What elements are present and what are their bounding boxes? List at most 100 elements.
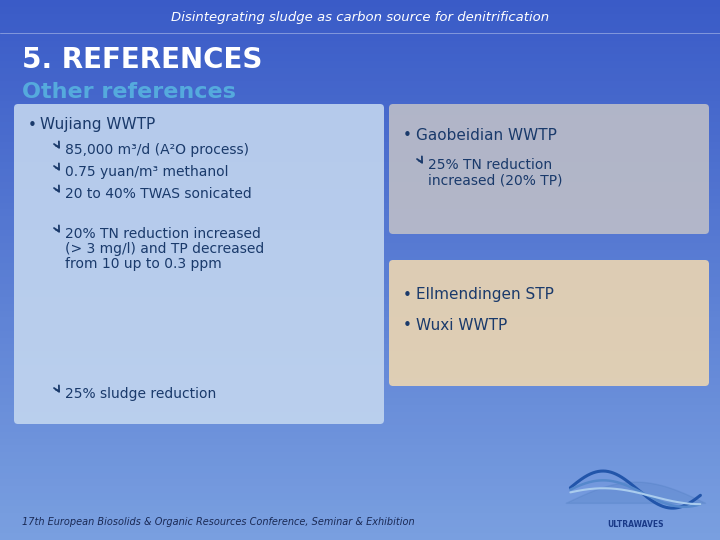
- Text: 85,000 m³/d (A²O process): 85,000 m³/d (A²O process): [65, 143, 249, 157]
- Bar: [0, 411, 720, 418]
- Bar: [0, 426, 720, 432]
- Bar: [0, 94, 720, 102]
- Text: •: •: [403, 287, 412, 302]
- Bar: [0, 270, 720, 276]
- Text: Wujiang WWTP: Wujiang WWTP: [40, 118, 156, 132]
- Bar: [0, 148, 720, 156]
- Bar: [0, 372, 720, 378]
- Bar: [0, 384, 720, 391]
- Bar: [0, 115, 720, 122]
- Bar: [0, 357, 720, 364]
- Text: 25% sludge reduction: 25% sludge reduction: [65, 387, 216, 401]
- Bar: [0, 399, 720, 405]
- Bar: [0, 176, 720, 183]
- Bar: [0, 263, 720, 270]
- FancyBboxPatch shape: [389, 104, 709, 234]
- Bar: [0, 122, 720, 128]
- Bar: [0, 195, 720, 202]
- Text: 0.75 yuan/m³ methanol: 0.75 yuan/m³ methanol: [65, 165, 228, 179]
- Bar: [0, 47, 720, 54]
- Bar: [0, 168, 720, 176]
- Bar: [0, 162, 720, 168]
- Text: Wuxi WWTP: Wuxi WWTP: [416, 318, 508, 333]
- Bar: [0, 526, 720, 534]
- Bar: [0, 183, 720, 189]
- Bar: [0, 446, 720, 453]
- Bar: [0, 222, 720, 230]
- Bar: [0, 330, 720, 338]
- Bar: [0, 33, 720, 40]
- Bar: [0, 310, 720, 317]
- Text: Disintegrating sludge as carbon source for denitrification: Disintegrating sludge as carbon source f…: [171, 11, 549, 24]
- Bar: [0, 20, 720, 27]
- FancyBboxPatch shape: [14, 104, 384, 424]
- Text: Other references: Other references: [22, 82, 236, 102]
- Bar: [0, 303, 720, 310]
- Text: Gaobeidian WWTP: Gaobeidian WWTP: [416, 127, 557, 143]
- Bar: [0, 135, 720, 141]
- Text: 17th European Biosolids & Organic Resources Conference, Seminar & Exhibition: 17th European Biosolids & Organic Resour…: [22, 517, 415, 527]
- Bar: [0, 492, 720, 500]
- Text: 25% TN reduction: 25% TN reduction: [428, 158, 552, 172]
- Bar: [0, 276, 720, 284]
- Bar: [0, 438, 720, 445]
- Text: •: •: [403, 318, 412, 333]
- Bar: [0, 216, 720, 222]
- Bar: [0, 465, 720, 472]
- Bar: [0, 378, 720, 384]
- Bar: [0, 230, 720, 237]
- Bar: [0, 209, 720, 216]
- Bar: [0, 68, 720, 74]
- Bar: [0, 141, 720, 149]
- Bar: [0, 500, 720, 507]
- Bar: [0, 432, 720, 438]
- Bar: [0, 405, 720, 411]
- Bar: [0, 418, 720, 426]
- Bar: [0, 6, 720, 14]
- FancyBboxPatch shape: [389, 260, 709, 386]
- Bar: [0, 364, 720, 372]
- Bar: [0, 297, 720, 303]
- Text: 5. REFERENCES: 5. REFERENCES: [22, 46, 262, 74]
- Bar: [0, 472, 720, 480]
- Text: increased (20% TP): increased (20% TP): [428, 173, 562, 187]
- Bar: [0, 392, 720, 399]
- Bar: [0, 243, 720, 249]
- Bar: [0, 87, 720, 94]
- Bar: [0, 102, 720, 108]
- Bar: [0, 351, 720, 357]
- Bar: [0, 291, 720, 297]
- Bar: [0, 54, 720, 60]
- Text: •: •: [403, 127, 412, 143]
- Bar: [0, 513, 720, 519]
- Text: from 10 up to 0.3 ppm: from 10 up to 0.3 ppm: [65, 257, 222, 271]
- Bar: [0, 507, 720, 513]
- Text: ULTRAWAVES: ULTRAWAVES: [607, 519, 664, 529]
- Bar: [0, 338, 720, 345]
- Bar: [0, 284, 720, 291]
- Text: Ellmendingen STP: Ellmendingen STP: [416, 287, 554, 302]
- Bar: [0, 249, 720, 256]
- Text: 20 to 40% TWAS sonicated: 20 to 40% TWAS sonicated: [65, 187, 252, 201]
- Bar: [0, 27, 720, 33]
- Bar: [0, 324, 720, 330]
- Bar: [0, 60, 720, 68]
- Text: 20% TN reduction increased: 20% TN reduction increased: [65, 227, 261, 241]
- Bar: [0, 534, 720, 540]
- Bar: [0, 81, 720, 87]
- Bar: [0, 0, 720, 6]
- Bar: [0, 202, 720, 209]
- Text: (> 3 mg/l) and TP decreased: (> 3 mg/l) and TP decreased: [65, 242, 264, 256]
- Bar: [0, 108, 720, 115]
- Bar: [0, 345, 720, 351]
- Bar: [0, 74, 720, 81]
- Bar: [0, 128, 720, 135]
- Bar: [0, 480, 720, 486]
- Bar: [0, 156, 720, 162]
- Bar: [0, 459, 720, 465]
- Bar: [0, 189, 720, 195]
- Bar: [0, 519, 720, 526]
- Bar: [0, 14, 720, 20]
- Bar: [0, 453, 720, 459]
- Bar: [0, 237, 720, 243]
